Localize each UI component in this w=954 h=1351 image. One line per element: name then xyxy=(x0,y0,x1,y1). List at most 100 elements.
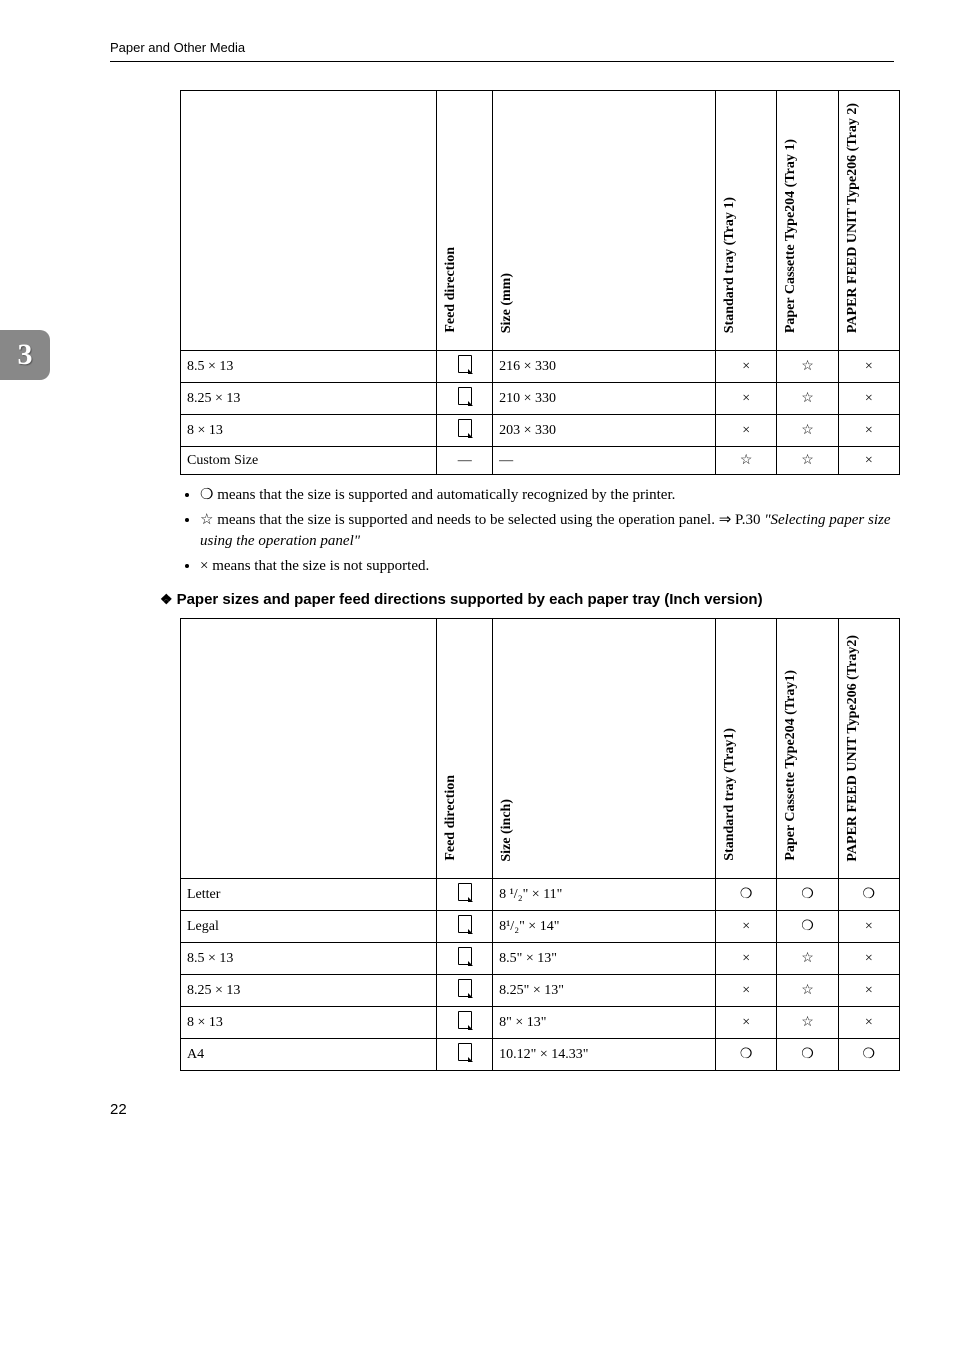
cell-feed xyxy=(437,1007,493,1039)
cell-tray2: ☆ xyxy=(777,943,838,975)
note-item: ☆ means that the size is supported and n… xyxy=(200,510,894,552)
cell-tray1: × xyxy=(716,911,777,943)
table-row: Legal8¹/₂" × 14"×❍× xyxy=(181,911,900,943)
feed-direction-icon xyxy=(458,419,472,437)
cell-tray2: ☆ xyxy=(777,351,838,383)
cell-tray2: ☆ xyxy=(777,1007,838,1039)
cell-feed xyxy=(437,911,493,943)
cell-name: Custom Size xyxy=(181,447,437,475)
cell-feed xyxy=(437,1039,493,1071)
cell-feed xyxy=(437,943,493,975)
cell-name: 8.5 × 13 xyxy=(181,943,437,975)
cell-tray2: ☆ xyxy=(777,975,838,1007)
note-item: × means that the size is not supported. xyxy=(200,556,894,577)
th-blank xyxy=(181,91,437,351)
cell-tray2: ☆ xyxy=(777,447,838,475)
cell-feed: — xyxy=(437,447,493,475)
table-row: 8.25 × 13210 × 330×☆× xyxy=(181,383,900,415)
cell-name: Letter xyxy=(181,879,437,911)
cell-name: 8.25 × 13 xyxy=(181,975,437,1007)
table-row: 8.5 × 138.5" × 13"×☆× xyxy=(181,943,900,975)
paper-sizes-table-inch: Feed direction Size (inch) Standard tray… xyxy=(180,618,900,1071)
cell-tray3: × xyxy=(838,351,899,383)
table-row: Custom Size——☆☆× xyxy=(181,447,900,475)
table-row: 8 × 138" × 13"×☆× xyxy=(181,1007,900,1039)
cell-name: 8.25 × 13 xyxy=(181,383,437,415)
th-standard-tray: Standard tray (Tray1) xyxy=(716,619,777,879)
page-number: 22 xyxy=(110,1101,894,1118)
cell-feed xyxy=(437,975,493,1007)
feed-direction-icon xyxy=(458,979,472,997)
cell-size: 8¹/₂" × 14" xyxy=(493,911,716,943)
cell-size: 8 ¹/₂" × 11" xyxy=(493,879,716,911)
cell-tray1: × xyxy=(716,383,777,415)
cell-tray2: ☆ xyxy=(777,415,838,447)
page-header: Paper and Other Media xyxy=(110,40,894,62)
th-feed-unit-type206: PAPER FEED UNIT Type206 (Tray2) xyxy=(838,619,899,879)
diamond-icon: ❖ xyxy=(160,591,173,607)
cell-tray2: ❍ xyxy=(777,1039,838,1071)
cell-name: A4 xyxy=(181,1039,437,1071)
th-blank xyxy=(181,619,437,879)
cell-size: 8" × 13" xyxy=(493,1007,716,1039)
cell-feed xyxy=(437,383,493,415)
section-tab: 3 xyxy=(0,330,50,380)
th-size-mm: Size (mm) xyxy=(493,91,716,351)
cell-name: 8.5 × 13 xyxy=(181,351,437,383)
table-header-row: Feed direction Size (inch) Standard tray… xyxy=(181,619,900,879)
cell-tray1: × xyxy=(716,351,777,383)
cell-size: 203 × 330 xyxy=(493,415,716,447)
cell-tray3: × xyxy=(838,415,899,447)
feed-direction-icon xyxy=(458,1011,472,1029)
cell-tray2: ❍ xyxy=(777,911,838,943)
cell-tray3: × xyxy=(838,447,899,475)
cell-name: 8 × 13 xyxy=(181,1007,437,1039)
cell-tray2: ☆ xyxy=(777,383,838,415)
cell-tray3: × xyxy=(838,1007,899,1039)
cell-tray2: ❍ xyxy=(777,879,838,911)
th-feed-direction: Feed direction xyxy=(437,619,493,879)
table-row: 8 × 13203 × 330×☆× xyxy=(181,415,900,447)
cell-size: 216 × 330 xyxy=(493,351,716,383)
cell-name: 8 × 13 xyxy=(181,415,437,447)
table-row: 8.25 × 138.25" × 13"×☆× xyxy=(181,975,900,1007)
cell-feed xyxy=(437,879,493,911)
table-header-row: Feed direction Size (mm) Standard tray (… xyxy=(181,91,900,351)
th-cassette-type204: Paper Cassette Type204 (Tray 1) xyxy=(777,91,838,351)
feed-direction-icon xyxy=(458,387,472,405)
th-feed-unit-type206: PAPER FEED UNIT Type206 (Tray 2) xyxy=(838,91,899,351)
feed-direction-icon xyxy=(458,883,472,901)
cell-tray1: ☆ xyxy=(716,447,777,475)
th-standard-tray: Standard tray (Tray 1) xyxy=(716,91,777,351)
table-row: Letter8 ¹/₂" × 11"❍❍❍ xyxy=(181,879,900,911)
th-size-inch: Size (inch) xyxy=(493,619,716,879)
cell-tray1: × xyxy=(716,975,777,1007)
subheading-inch: ❖Paper sizes and paper feed directions s… xyxy=(160,591,894,608)
cell-tray1: × xyxy=(716,943,777,975)
cell-feed xyxy=(437,351,493,383)
cell-tray1: ❍ xyxy=(716,1039,777,1071)
cell-size: 8.25" × 13" xyxy=(493,975,716,1007)
cell-tray1: × xyxy=(716,415,777,447)
paper-sizes-table-mm: Feed direction Size (mm) Standard tray (… xyxy=(180,90,900,475)
cell-tray3: × xyxy=(838,975,899,1007)
cell-size: 8.5" × 13" xyxy=(493,943,716,975)
feed-direction-icon xyxy=(458,355,472,373)
note-item: ❍ means that the size is supported and a… xyxy=(200,485,894,506)
feed-direction-icon xyxy=(458,915,472,933)
cell-tray3: × xyxy=(838,383,899,415)
feed-direction-icon xyxy=(458,1043,472,1061)
cell-feed xyxy=(437,415,493,447)
th-cassette-type204: Paper Cassette Type204 (Tray1) xyxy=(777,619,838,879)
feed-direction-icon xyxy=(458,947,472,965)
cell-tray3: × xyxy=(838,911,899,943)
table-row: 8.5 × 13216 × 330×☆× xyxy=(181,351,900,383)
cell-tray3: ❍ xyxy=(838,879,899,911)
cell-name: Legal xyxy=(181,911,437,943)
cell-tray1: ❍ xyxy=(716,879,777,911)
cell-size: 10.12" × 14.33" xyxy=(493,1039,716,1071)
th-feed-direction: Feed direction xyxy=(437,91,493,351)
cell-size: — xyxy=(493,447,716,475)
table-row: A410.12" × 14.33"❍❍❍ xyxy=(181,1039,900,1071)
cell-tray3: × xyxy=(838,943,899,975)
